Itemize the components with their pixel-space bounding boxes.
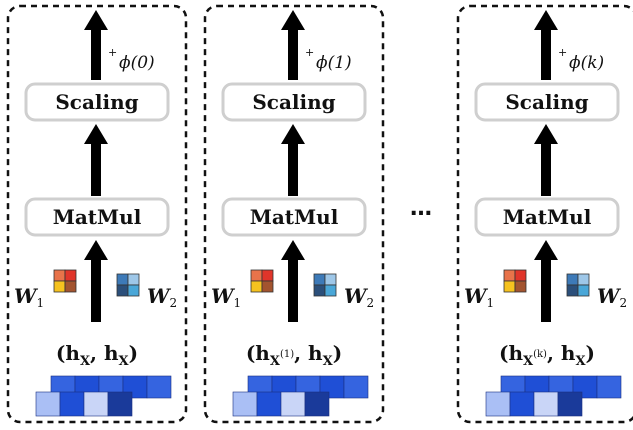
pair-label: (hX(k), hX) bbox=[499, 341, 595, 369]
weight-cell bbox=[503, 269, 516, 282]
weight-cell bbox=[324, 273, 337, 286]
matmul-label: MatMul bbox=[250, 205, 339, 229]
token-cell bbox=[596, 375, 622, 399]
matmul-label: MatMul bbox=[53, 205, 142, 229]
token-cell bbox=[83, 391, 109, 417]
w2-subscript: 2 bbox=[619, 296, 627, 310]
w1-matrix bbox=[503, 269, 527, 293]
input-arrow bbox=[534, 240, 558, 322]
w1-matrix bbox=[250, 269, 274, 293]
output-arrow bbox=[84, 10, 108, 80]
input-arrow bbox=[84, 240, 108, 322]
token-cell bbox=[256, 391, 282, 417]
column-frame bbox=[203, 4, 385, 424]
weight-cell bbox=[577, 284, 590, 297]
middle-arrow bbox=[534, 124, 558, 196]
w2-matrix bbox=[566, 273, 590, 297]
token-cell bbox=[304, 391, 330, 417]
weight-cell bbox=[127, 284, 140, 297]
column-frame bbox=[456, 4, 633, 424]
output-arrow bbox=[281, 10, 305, 80]
middle-arrow bbox=[84, 124, 108, 196]
weight-cell bbox=[64, 269, 77, 282]
w2-subscript: 2 bbox=[366, 296, 374, 310]
column-1: +ϕ(1) Scaling MatMul W1 W2 (hX(1), hX) bbox=[203, 4, 385, 424]
w2-label: W2 bbox=[344, 284, 374, 310]
weight-cell bbox=[313, 284, 326, 297]
token-blocks bbox=[35, 375, 172, 417]
weight-cell bbox=[324, 284, 337, 297]
weight-cell bbox=[514, 280, 527, 293]
w2-matrix bbox=[313, 273, 337, 297]
token-cell bbox=[107, 391, 133, 417]
scaling-box bbox=[221, 82, 367, 122]
column-frame bbox=[6, 4, 188, 424]
weight-cell bbox=[116, 273, 129, 286]
input-arrow bbox=[281, 240, 305, 322]
output-arrow bbox=[534, 10, 558, 80]
token-cell bbox=[232, 391, 258, 417]
weight-cell bbox=[127, 273, 140, 286]
token-cell bbox=[533, 391, 559, 417]
middle-arrow bbox=[281, 124, 305, 196]
weight-cell bbox=[261, 280, 274, 293]
phi-label: ϕ(k) bbox=[569, 53, 604, 73]
weight-cell bbox=[261, 269, 274, 282]
column-0: +ϕ(0) Scaling MatMul W1 W2 (hX, hX) bbox=[6, 4, 188, 424]
token-cell bbox=[509, 391, 535, 417]
column-2: +ϕ(k) Scaling MatMul W1 W2 (hX(k), hX) bbox=[456, 4, 633, 424]
matmul-box bbox=[221, 197, 367, 237]
scaling-box bbox=[474, 82, 620, 122]
pair-label: (hX(1), hX) bbox=[246, 341, 342, 369]
scaling-box bbox=[24, 82, 170, 122]
token-cell bbox=[146, 375, 172, 399]
ellipsis: … bbox=[410, 196, 432, 221]
token-cell bbox=[280, 391, 306, 417]
pair-label: (hX, hX) bbox=[56, 341, 138, 369]
w2-label: W2 bbox=[147, 284, 177, 310]
scaling-label: Scaling bbox=[55, 90, 138, 114]
token-cell bbox=[35, 391, 61, 417]
w1-matrix bbox=[53, 269, 77, 293]
weight-cell bbox=[566, 284, 579, 297]
token-cell bbox=[59, 391, 85, 417]
scaling-label: Scaling bbox=[252, 90, 335, 114]
token-cell bbox=[557, 391, 583, 417]
weight-cell bbox=[53, 269, 66, 282]
weight-cell bbox=[53, 280, 66, 293]
phi-label: ϕ(1) bbox=[316, 53, 352, 73]
w1-label: W1 bbox=[464, 284, 494, 310]
weight-cell bbox=[514, 269, 527, 282]
weight-cell bbox=[116, 284, 129, 297]
w2-matrix bbox=[116, 273, 140, 297]
weight-cell bbox=[313, 273, 326, 286]
scaling-label: Scaling bbox=[505, 90, 588, 114]
matmul-label: MatMul bbox=[503, 205, 592, 229]
weight-cell bbox=[503, 280, 516, 293]
w1-subscript: 1 bbox=[486, 296, 494, 310]
weight-cell bbox=[64, 280, 77, 293]
w1-subscript: 1 bbox=[233, 296, 241, 310]
weight-cell bbox=[250, 280, 263, 293]
w2-label: W2 bbox=[597, 284, 627, 310]
weight-cell bbox=[250, 269, 263, 282]
w1-subscript: 1 bbox=[36, 296, 44, 310]
token-blocks bbox=[485, 375, 622, 417]
token-blocks bbox=[232, 375, 369, 417]
weight-cell bbox=[566, 273, 579, 286]
plus-sign: + bbox=[558, 46, 567, 59]
matmul-box bbox=[474, 197, 620, 237]
phi-label: ϕ(0) bbox=[119, 53, 155, 73]
w1-label: W1 bbox=[14, 284, 44, 310]
weight-cell bbox=[577, 273, 590, 286]
plus-sign: + bbox=[305, 46, 314, 59]
matmul-box bbox=[24, 197, 170, 237]
w1-label: W1 bbox=[211, 284, 241, 310]
w2-subscript: 2 bbox=[169, 296, 177, 310]
token-cell bbox=[343, 375, 369, 399]
plus-sign: + bbox=[108, 46, 117, 59]
token-cell bbox=[485, 391, 511, 417]
